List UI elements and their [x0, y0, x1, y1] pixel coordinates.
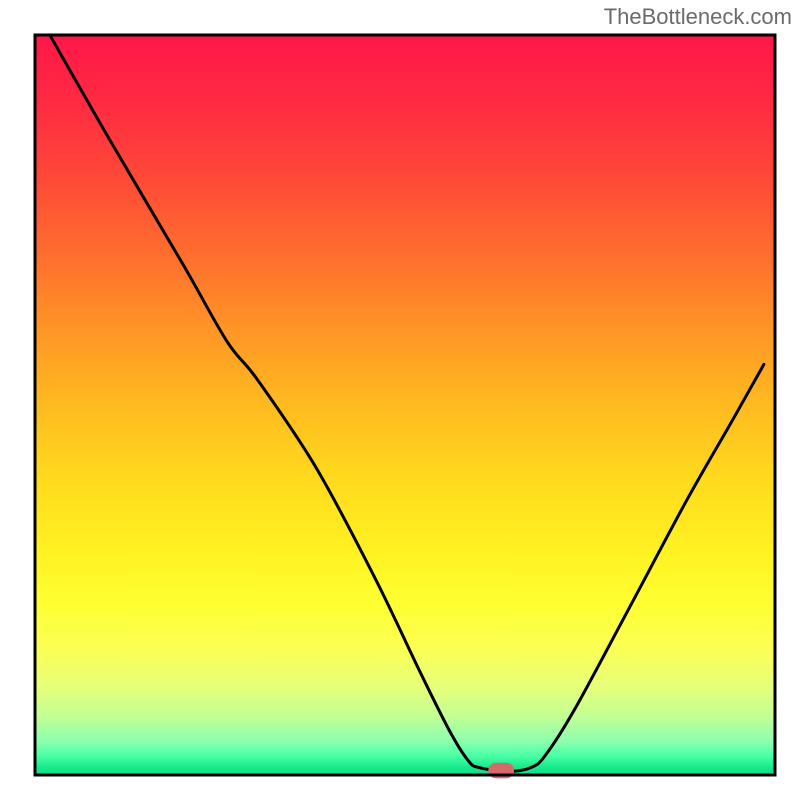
- plot-background: [35, 35, 775, 775]
- bottleneck-chart: [0, 0, 800, 800]
- watermark-text: TheBottleneck.com: [604, 4, 792, 30]
